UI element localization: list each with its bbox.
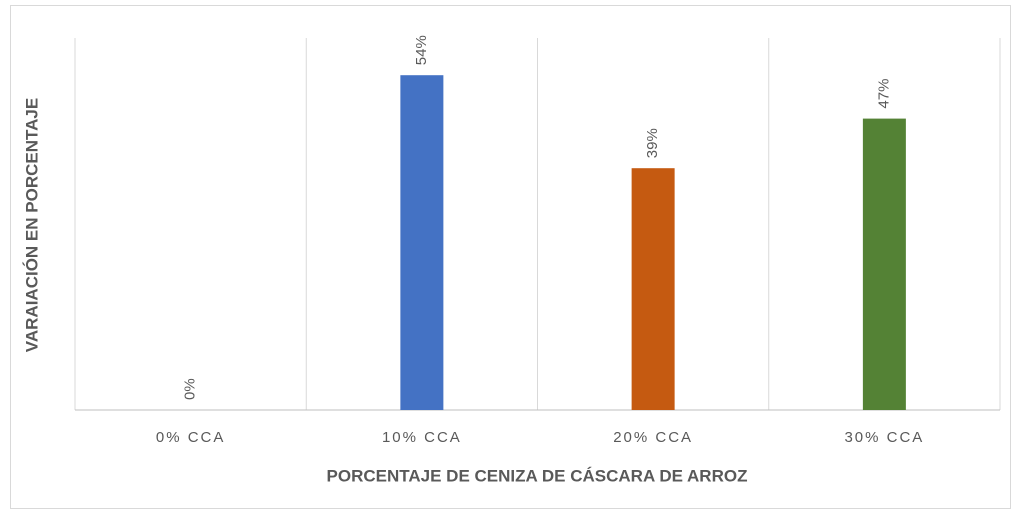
bar <box>862 118 906 410</box>
y-axis-title: VARAIACIÓN EN PORCENTAJE <box>22 98 41 352</box>
x-tick-label: 0% CCA <box>156 429 226 446</box>
x-tick-label: 20% CCA <box>613 429 693 446</box>
data-label: 47% <box>875 79 892 109</box>
bar <box>631 168 675 410</box>
x-axis-title: PORCENTAJE DE CENIZA DE CÁSCARA DE ARROZ <box>327 466 748 485</box>
data-label: 0% <box>182 378 199 400</box>
data-label: 54% <box>413 35 430 65</box>
x-tick-label: 10% CCA <box>382 429 462 446</box>
x-tick-label: 30% CCA <box>844 429 924 446</box>
bar <box>400 75 444 410</box>
chart-border <box>10 5 1011 509</box>
data-label: 39% <box>644 128 661 158</box>
